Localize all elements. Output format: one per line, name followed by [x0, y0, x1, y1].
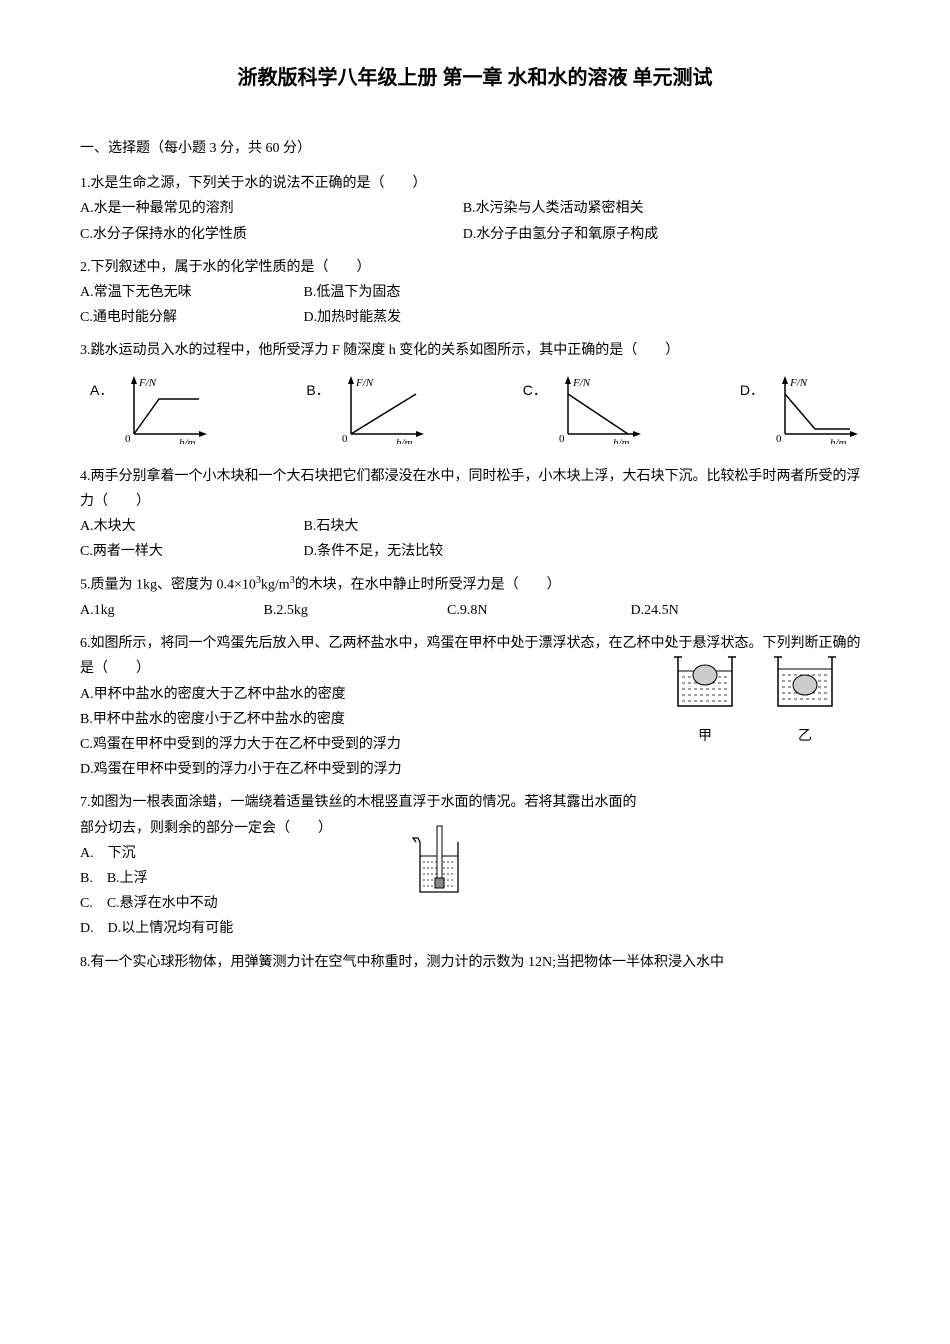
q2-option-d: D.加热时能蒸发	[304, 310, 402, 325]
section-1-heading: 一、选择题（每小题 3 分，共 60 分）	[80, 136, 870, 161]
svg-text:F/N: F/N	[789, 377, 808, 389]
q1-stem: 1.水是生命之源，下列关于水的说法不正确的是（ ）	[80, 171, 870, 196]
origin-label: 0	[125, 433, 131, 444]
question-8: 8.有一个实心球形物体，用弹簧测力计在空气中称重时，测力计的示数为 12N;当把…	[80, 950, 870, 975]
q4-stem: 4.两手分别拿着一个小木块和一个大石块把它们都浸没在水中，同时松手，小木块上浮，…	[80, 464, 870, 514]
q3-stem: 3.跳水运动员入水的过程中，他所受浮力 F 随深度 h 变化的关系如图所示，其中…	[80, 338, 870, 363]
axis-y-label: F/N	[138, 377, 157, 389]
q1-option-d: D.水分子由氢分子和氧原子构成	[463, 222, 842, 247]
q3-label-a: A．	[90, 374, 113, 403]
axis-x-label: h/m	[179, 437, 196, 444]
q2-option-b: B.低温下为固态	[304, 285, 401, 300]
question-3: 3.跳水运动员入水的过程中，他所受浮力 F 随深度 h 变化的关系如图所示，其中…	[80, 338, 870, 443]
q1-option-a: A.水是一种最常见的溶剂	[80, 196, 459, 221]
q2-option-c: C.通电时能分解	[80, 305, 300, 330]
q5-stem: 5.质量为 1kg、密度为 0.4×103kg/m3的木块，在水中静止时所受浮力…	[80, 572, 870, 598]
graph-c-svg: F/N h/m 0	[553, 374, 643, 444]
q7-option-b: B. B.上浮	[80, 866, 870, 891]
q7-stem-line2: 部分切去，则剩余的部分一定会（ ）	[80, 816, 870, 841]
beaker-right-icon	[770, 651, 840, 711]
graph-d-svg: F/N h/m 0	[770, 374, 860, 444]
q3-graph-d: D． F/N h/m 0	[740, 374, 860, 444]
q4-option-c: C.两者一样大	[80, 539, 300, 564]
graph-a-svg: F/N h/m 0	[119, 374, 209, 444]
q6-cup-left: 甲	[670, 651, 740, 749]
q3-graph-b: B． F/N h/m 0	[306, 374, 425, 444]
question-5: 5.质量为 1kg、密度为 0.4×103kg/m3的木块，在水中静止时所受浮力…	[80, 572, 870, 623]
question-2: 2.下列叙述中，属于水的化学性质的是（ ） A.常温下无色无味 B.低温下为固态…	[80, 255, 870, 331]
q6-label-left: 甲	[670, 724, 740, 749]
graph-b-svg: F/N h/m 0	[336, 374, 426, 444]
beaker-stick-icon	[410, 820, 465, 900]
question-6: 6.如图所示，将同一个鸡蛋先后放入甲、乙两杯盐水中，鸡蛋在甲杯中处于漂浮状态，在…	[80, 631, 870, 782]
question-4: 4.两手分别拿着一个小木块和一个大石块把它们都浸没在水中，同时松手，小木块上浮，…	[80, 464, 870, 565]
q5-option-d: D.24.5N	[631, 598, 679, 623]
q3-label-c: C．	[523, 374, 547, 403]
svg-text:h/m: h/m	[830, 437, 847, 444]
beaker-left-icon	[670, 651, 740, 711]
q2-stem: 2.下列叙述中，属于水的化学性质的是（ ）	[80, 255, 870, 280]
svg-text:0: 0	[342, 433, 348, 444]
q7-option-a: A. 下沉	[80, 841, 870, 866]
svg-text:h/m: h/m	[613, 437, 630, 444]
question-7: 7.如图为一根表面涂蜡，一端绕着适量铁丝的木棍竖直浮于水面的情况。若将其露出水面…	[80, 790, 870, 941]
svg-text:h/m: h/m	[396, 437, 413, 444]
q7-figure	[410, 820, 465, 909]
q7-stem-line1: 7.如图为一根表面涂蜡，一端绕着适量铁丝的木棍竖直浮于水面的情况。若将其露出水面…	[80, 790, 870, 815]
q3-graphs: A． F/N h/m 0 B． F/N h/m 0	[80, 374, 870, 444]
q4-option-a: A.木块大	[80, 514, 300, 539]
q7-option-c: C. C.悬浮在水中不动	[80, 891, 870, 916]
q6-cup-right: 乙	[770, 651, 840, 749]
question-1: 1.水是生命之源，下列关于水的说法不正确的是（ ） A.水是一种最常见的溶剂 B…	[80, 171, 870, 247]
svg-text:F/N: F/N	[572, 377, 591, 389]
q5-option-b: B.2.5kg	[264, 598, 404, 623]
q6-figure: 甲 乙	[670, 651, 840, 749]
q6-label-right: 乙	[770, 724, 840, 749]
q4-option-b: B.石块大	[304, 519, 359, 534]
q7-option-d: D. D.以上情况均有可能	[80, 916, 870, 941]
q3-label-b: B．	[306, 374, 329, 403]
q5-option-c: C.9.8N	[447, 598, 587, 623]
q3-graph-a: A． F/N h/m 0	[90, 374, 209, 444]
q1-option-c: C.水分子保持水的化学性质	[80, 222, 459, 247]
page-title: 浙教版科学八年级上册 第一章 水和水的溶液 单元测试	[80, 60, 870, 96]
svg-text:0: 0	[559, 433, 565, 444]
q2-option-a: A.常温下无色无味	[80, 280, 300, 305]
q6-option-d: D.鸡蛋在甲杯中受到的浮力小于在乙杯中受到的浮力	[80, 757, 870, 782]
q1-option-b: B.水污染与人类活动紧密相关	[463, 196, 842, 221]
svg-text:F/N: F/N	[355, 377, 374, 389]
q5-option-a: A.1kg	[80, 598, 220, 623]
q3-graph-c: C． F/N h/m 0	[523, 374, 643, 444]
q4-option-d: D.条件不足，无法比较	[304, 544, 444, 559]
q8-stem: 8.有一个实心球形物体，用弹簧测力计在空气中称重时，测力计的示数为 12N;当把…	[80, 950, 870, 975]
svg-text:0: 0	[776, 433, 782, 444]
q3-label-d: D．	[740, 374, 764, 403]
